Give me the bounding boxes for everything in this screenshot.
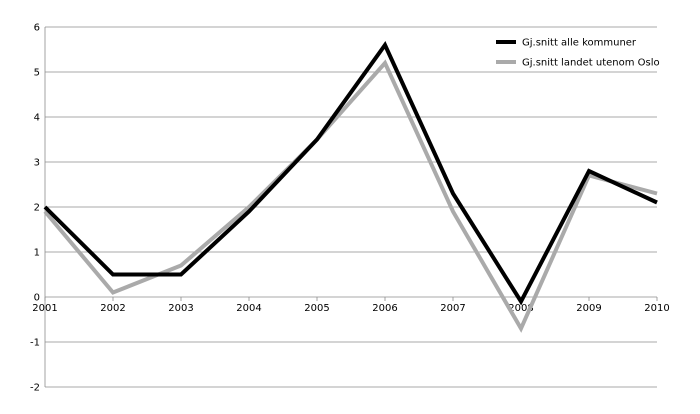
series-lines — [43, 41, 658, 333]
x-tick-label: 2006 — [372, 303, 397, 314]
x-axis-ticks: 2001 2002 2003 2004 2005 2006 2007 2008 2009 2010 — [32, 297, 670, 314]
y-tick-label: 2 — [34, 203, 40, 214]
y-axis-ticks: 6 5 4 3 2 1 0 -1 -2 — [30, 23, 40, 394]
x-tick-label: 2001 — [32, 303, 57, 314]
series-line-alle-kommuner — [43, 41, 658, 306]
y-tick-label: 5 — [34, 68, 40, 79]
y-tick-label: 3 — [34, 158, 40, 169]
gridlines — [44, 26, 657, 388]
x-tick-label: 2003 — [168, 303, 193, 314]
x-tick-label: 2010 — [644, 303, 669, 314]
y-tick-label: 4 — [34, 113, 40, 124]
y-tick-label: -1 — [30, 338, 40, 349]
x-tick-label: 2008 — [508, 303, 533, 314]
x-tick-label: 2004 — [236, 303, 261, 314]
y-tick-label: -2 — [30, 383, 40, 394]
x-tick-label: 2007 — [440, 303, 465, 314]
legend-label-alle-kommuner: Gj.snitt alle kommuner — [522, 38, 637, 49]
legend-label-utenom-oslo: Gj.snitt landet utenom Oslo — [522, 58, 660, 69]
y-tick-label: 0 — [34, 293, 40, 304]
x-tick-label: 2009 — [576, 303, 601, 314]
y-tick-label: 6 — [34, 23, 40, 34]
x-tick-label: 2002 — [100, 303, 125, 314]
x-tick-label: 2005 — [304, 303, 329, 314]
series-line-utenom-oslo — [43, 59, 658, 333]
legend: Gj.snitt alle kommuner Gj.snitt landet u… — [496, 38, 660, 69]
y-tick-label: 1 — [34, 248, 40, 259]
